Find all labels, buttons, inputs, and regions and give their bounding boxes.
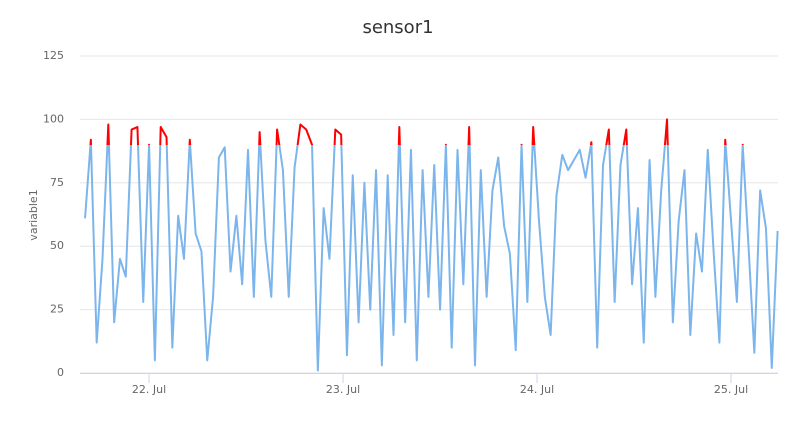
y-tick-label: 50 (50, 239, 64, 252)
y-tick-label: 75 (50, 176, 64, 189)
data-line (84, 118, 779, 372)
x-tick-label: 23. Jul (326, 383, 360, 396)
x-tick-label: 22. Jul (132, 383, 166, 396)
chart-title: sensor1 (362, 17, 433, 38)
y-axis-title: variable1 (27, 189, 40, 240)
y-tick-label: 0 (57, 366, 64, 379)
y-tick-label: 125 (43, 49, 64, 62)
y-tick-label: 100 (43, 112, 64, 125)
y-tick-label: 25 (50, 303, 64, 316)
x-tick-label: 25. Jul (714, 383, 748, 396)
x-tick-label: 24. Jul (520, 383, 554, 396)
